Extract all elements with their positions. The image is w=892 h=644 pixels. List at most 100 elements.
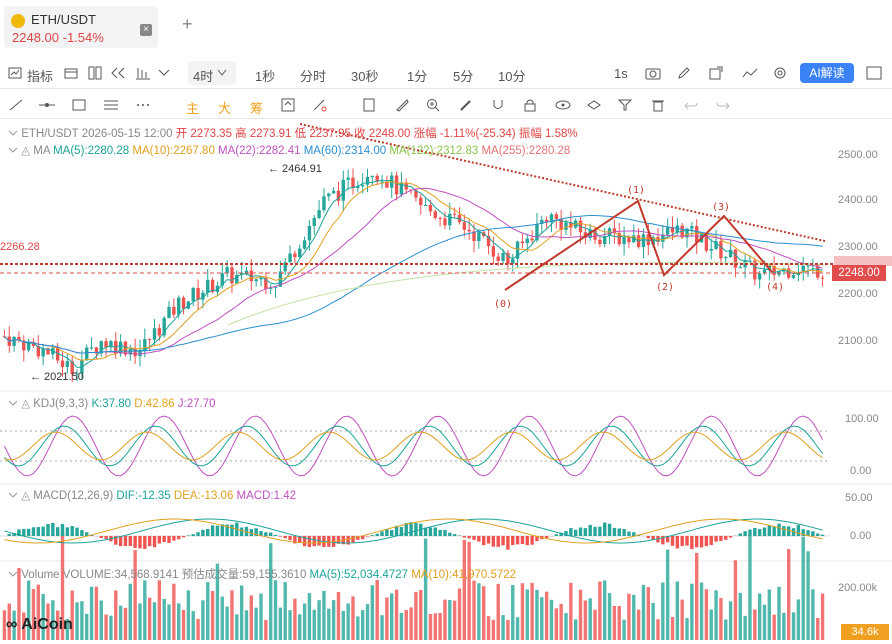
candle-body	[714, 241, 718, 249]
interval-1s[interactable]: 1秒	[255, 69, 276, 84]
candle-body	[370, 175, 375, 178]
interval-10m[interactable]: 10分	[498, 69, 526, 84]
volume-bar	[612, 606, 617, 640]
volume-bar	[733, 560, 738, 640]
volume-bar	[278, 607, 283, 640]
pencil-icon[interactable]	[677, 66, 691, 80]
collapse-icon[interactable]	[8, 398, 18, 408]
add-tab-button[interactable]: +	[182, 14, 193, 34]
volume-bar	[380, 615, 384, 640]
candle-body	[719, 241, 723, 259]
expand-icon[interactable]	[709, 66, 723, 80]
template-icon[interactable]	[64, 66, 78, 80]
volume-label: Volume	[21, 569, 60, 581]
line-tool-icon[interactable]	[8, 98, 24, 112]
interval-right-1s[interactable]: 1s	[614, 66, 628, 81]
volume-bar	[41, 593, 45, 640]
magnet-icon[interactable]	[491, 98, 505, 112]
ruler-icon[interactable]	[395, 98, 409, 112]
sync-icon[interactable]	[281, 98, 295, 112]
chart-type-icon[interactable]	[135, 66, 151, 80]
candle-body	[665, 227, 670, 235]
large-order-button[interactable]: 大	[218, 101, 232, 116]
volume-axis-label: 200.00k	[838, 582, 878, 594]
more-tools-icon[interactable]	[135, 98, 151, 112]
candle-body	[268, 287, 273, 289]
interval-5m[interactable]: 5分	[453, 69, 474, 84]
zoom-in-icon[interactable]	[426, 98, 440, 112]
layers-icon[interactable]	[587, 98, 601, 112]
candle-body	[55, 348, 60, 361]
macd-hist-bar	[467, 536, 471, 539]
settings-icon[interactable]	[773, 66, 787, 80]
macd-hist-bar	[801, 529, 805, 536]
eye-icon[interactable]	[555, 98, 571, 112]
chevron-down-icon[interactable]	[158, 68, 170, 78]
lock-icon[interactable]	[523, 98, 537, 112]
volume-bar	[448, 599, 452, 640]
volume-bar	[55, 610, 60, 640]
collapse-icon[interactable]	[8, 145, 18, 155]
chip-button[interactable]: 筹	[250, 101, 264, 116]
camera-icon[interactable]	[645, 66, 661, 80]
collapse-icon[interactable]	[8, 569, 18, 579]
bell-icon[interactable]: ◬	[21, 145, 31, 157]
timeframe-chevron-icon[interactable]	[217, 69, 227, 77]
macd-line	[4, 518, 823, 544]
ma10-value: MA(10):2267.80	[132, 145, 215, 157]
candle-body	[820, 277, 825, 279]
chart-canvas[interactable]	[0, 119, 892, 644]
macd-hist-bar	[65, 527, 70, 536]
compare-icon[interactable]	[742, 66, 758, 80]
close-tab-icon[interactable]: ×	[140, 24, 152, 36]
volume-bar	[782, 612, 786, 640]
volume-bar	[239, 585, 244, 640]
undo-icon[interactable]	[684, 98, 698, 112]
layout-icon[interactable]	[88, 66, 102, 80]
volume-bar	[288, 610, 292, 640]
ma-label: MA	[33, 145, 50, 157]
fib-tool-icon[interactable]	[103, 98, 119, 112]
measure-icon[interactable]	[312, 98, 328, 112]
candle-body	[46, 348, 50, 355]
volume-bar	[356, 616, 360, 640]
rect-tool-icon[interactable]	[72, 98, 86, 112]
volume-bar	[94, 586, 99, 640]
replay-icon[interactable]	[110, 66, 126, 80]
ai-interpret-button[interactable]: AI解读	[800, 63, 854, 83]
redo-icon[interactable]	[716, 98, 730, 112]
candle-body	[206, 279, 210, 293]
brush-icon[interactable]	[458, 98, 474, 112]
collapse-icon[interactable]	[8, 490, 18, 500]
volume-bar	[99, 600, 103, 640]
volume-bar	[665, 549, 670, 640]
filter-icon[interactable]	[618, 98, 632, 112]
candle-body	[283, 262, 287, 272]
note-icon[interactable]	[362, 98, 376, 112]
macd-hist-bar	[743, 531, 747, 536]
main-force-button[interactable]: 主	[186, 101, 200, 116]
macd-hist-bar	[762, 527, 767, 536]
hline-tool-icon[interactable]	[38, 98, 56, 112]
ma-line	[4, 187, 823, 355]
macd-hist-bar	[181, 536, 186, 538]
timeframe-current[interactable]: 4时	[193, 69, 214, 84]
candle-body	[544, 219, 549, 223]
candle-body	[491, 246, 496, 257]
interval-timeshare[interactable]: 分时	[300, 69, 327, 84]
volume-bar	[172, 583, 176, 640]
volume-bar	[598, 581, 602, 640]
volume-bar	[646, 587, 650, 640]
interval-1m[interactable]: 1分	[407, 69, 428, 84]
interval-30s[interactable]: 30秒	[351, 69, 379, 84]
symbol-tab[interactable]: ETH/USDT 2248.00 -1.54% ×	[4, 6, 158, 48]
indicators-icon[interactable]	[8, 66, 22, 80]
fullscreen-icon[interactable]	[866, 66, 882, 80]
candle-body	[327, 193, 331, 197]
macd-hist-bar	[123, 536, 128, 547]
indicators-button[interactable]: 指标	[27, 69, 54, 84]
volume-bar	[365, 604, 370, 640]
collapse-icon[interactable]	[8, 128, 18, 138]
trash-icon[interactable]	[651, 98, 665, 112]
macd-hist-bar	[177, 536, 181, 540]
